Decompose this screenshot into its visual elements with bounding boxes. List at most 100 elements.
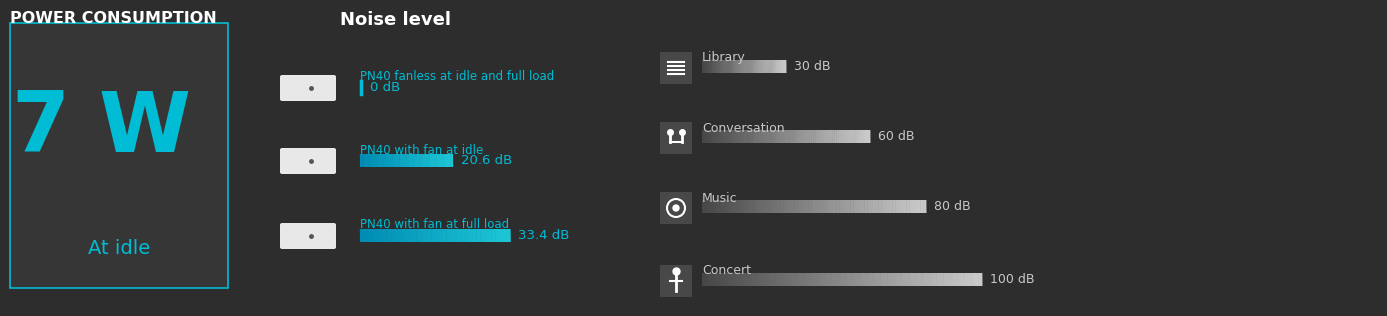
Polygon shape (835, 273, 839, 286)
Polygon shape (940, 273, 945, 286)
Polygon shape (702, 273, 706, 286)
Polygon shape (877, 273, 881, 286)
Polygon shape (766, 200, 770, 213)
Polygon shape (717, 60, 718, 73)
Polygon shape (427, 154, 430, 167)
Polygon shape (792, 130, 795, 143)
Polygon shape (822, 200, 825, 213)
Polygon shape (927, 273, 931, 286)
Polygon shape (743, 60, 746, 73)
Polygon shape (786, 273, 791, 286)
Polygon shape (405, 229, 409, 242)
Text: PN40 with fan at full load: PN40 with fan at full load (361, 218, 509, 232)
Polygon shape (757, 60, 759, 73)
Polygon shape (710, 200, 714, 213)
Text: 100 dB: 100 dB (990, 273, 1035, 286)
Polygon shape (739, 130, 742, 143)
Polygon shape (713, 130, 716, 143)
Polygon shape (713, 273, 717, 286)
Polygon shape (365, 154, 368, 167)
Polygon shape (390, 154, 393, 167)
Polygon shape (703, 60, 705, 73)
Polygon shape (964, 273, 968, 286)
Polygon shape (746, 200, 750, 213)
Polygon shape (376, 154, 379, 167)
Polygon shape (853, 200, 857, 213)
Polygon shape (386, 229, 391, 242)
Polygon shape (771, 60, 773, 73)
Polygon shape (730, 130, 732, 143)
Polygon shape (768, 273, 773, 286)
Polygon shape (856, 273, 860, 286)
Polygon shape (397, 229, 402, 242)
Polygon shape (759, 60, 760, 73)
Polygon shape (720, 273, 724, 286)
Polygon shape (759, 130, 761, 143)
Polygon shape (921, 200, 924, 213)
Polygon shape (766, 60, 767, 73)
Polygon shape (723, 130, 725, 143)
Polygon shape (408, 154, 412, 167)
Polygon shape (920, 273, 922, 286)
Polygon shape (380, 154, 384, 167)
Polygon shape (753, 60, 755, 73)
Polygon shape (777, 60, 778, 73)
Polygon shape (427, 229, 431, 242)
Polygon shape (713, 60, 714, 73)
Polygon shape (775, 200, 778, 213)
Polygon shape (978, 273, 982, 286)
Polygon shape (936, 273, 940, 286)
Polygon shape (716, 200, 720, 213)
Text: PN40 fanless at idle and full load: PN40 fanless at idle and full load (361, 70, 555, 82)
Polygon shape (924, 200, 927, 213)
Polygon shape (933, 273, 938, 286)
Polygon shape (834, 130, 836, 143)
Polygon shape (859, 200, 863, 213)
Polygon shape (724, 200, 728, 213)
Polygon shape (750, 60, 752, 73)
Polygon shape (724, 60, 725, 73)
Polygon shape (878, 200, 882, 213)
Polygon shape (394, 154, 398, 167)
Polygon shape (412, 229, 417, 242)
Polygon shape (782, 273, 786, 286)
Polygon shape (803, 200, 806, 213)
Polygon shape (841, 130, 843, 143)
Polygon shape (462, 229, 466, 242)
Polygon shape (757, 200, 761, 213)
Text: 60 dB: 60 dB (878, 130, 914, 143)
Polygon shape (434, 154, 437, 167)
Polygon shape (773, 200, 775, 213)
FancyBboxPatch shape (280, 148, 336, 174)
Polygon shape (723, 60, 724, 73)
Polygon shape (732, 200, 736, 213)
Polygon shape (770, 60, 771, 73)
Polygon shape (705, 130, 707, 143)
Polygon shape (728, 60, 730, 73)
Polygon shape (767, 130, 770, 143)
Polygon shape (811, 130, 814, 143)
Polygon shape (897, 273, 902, 286)
Polygon shape (847, 200, 850, 213)
Polygon shape (824, 273, 828, 286)
Polygon shape (369, 154, 372, 167)
Polygon shape (763, 200, 767, 213)
Polygon shape (775, 130, 778, 143)
Polygon shape (420, 229, 424, 242)
Polygon shape (706, 273, 710, 286)
Polygon shape (748, 60, 749, 73)
Polygon shape (709, 60, 712, 73)
Polygon shape (810, 273, 814, 286)
Polygon shape (846, 273, 849, 286)
Polygon shape (947, 273, 951, 286)
Polygon shape (850, 200, 854, 213)
Polygon shape (383, 154, 386, 167)
Polygon shape (390, 229, 394, 242)
Polygon shape (828, 200, 831, 213)
Polygon shape (413, 154, 416, 167)
Text: PN40 with fan at idle: PN40 with fan at idle (361, 143, 483, 156)
Polygon shape (864, 200, 868, 213)
Polygon shape (911, 273, 915, 286)
Polygon shape (738, 130, 741, 143)
Polygon shape (760, 200, 764, 213)
